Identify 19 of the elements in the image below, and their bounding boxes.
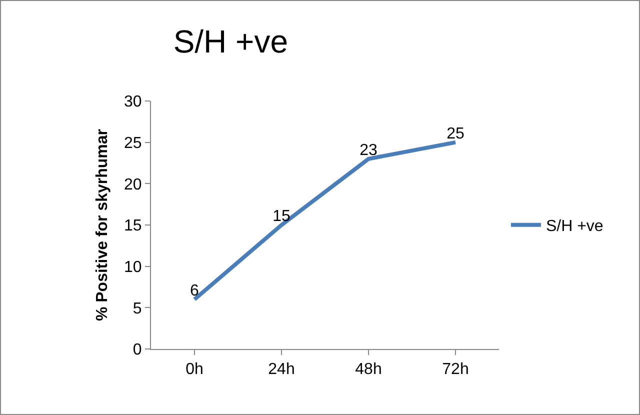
legend-label: S/H +ve [546, 218, 604, 236]
y-tick-label: 30 [124, 94, 142, 111]
y-tick-label: 0 [132, 342, 142, 359]
y-tick-label: 20 [124, 176, 142, 194]
line-series [192, 140, 458, 302]
y-tick-label: 15 [124, 218, 142, 235]
data-label: 23 [360, 142, 378, 159]
data-label: 15 [272, 208, 290, 225]
x-tick-label: 0h [186, 361, 204, 378]
x-tick-label: 24h [268, 361, 295, 378]
data-label: 25 [446, 125, 464, 142]
chart-title: S/H +ve [173, 23, 288, 60]
y-tick-label: 5 [132, 300, 142, 318]
y-tick-label: 25 [124, 134, 142, 152]
data-label: 6 [190, 282, 200, 300]
y-axis-title: % Positive for skyrhumar [94, 128, 111, 322]
x-tick-label: 72h [442, 361, 469, 378]
x-tick-label: 48h [355, 361, 382, 378]
y-tick-label: 10 [124, 258, 142, 276]
